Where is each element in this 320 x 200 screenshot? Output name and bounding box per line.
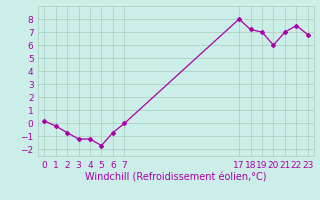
X-axis label: Windchill (Refroidissement éolien,°C): Windchill (Refroidissement éolien,°C)	[85, 173, 267, 183]
